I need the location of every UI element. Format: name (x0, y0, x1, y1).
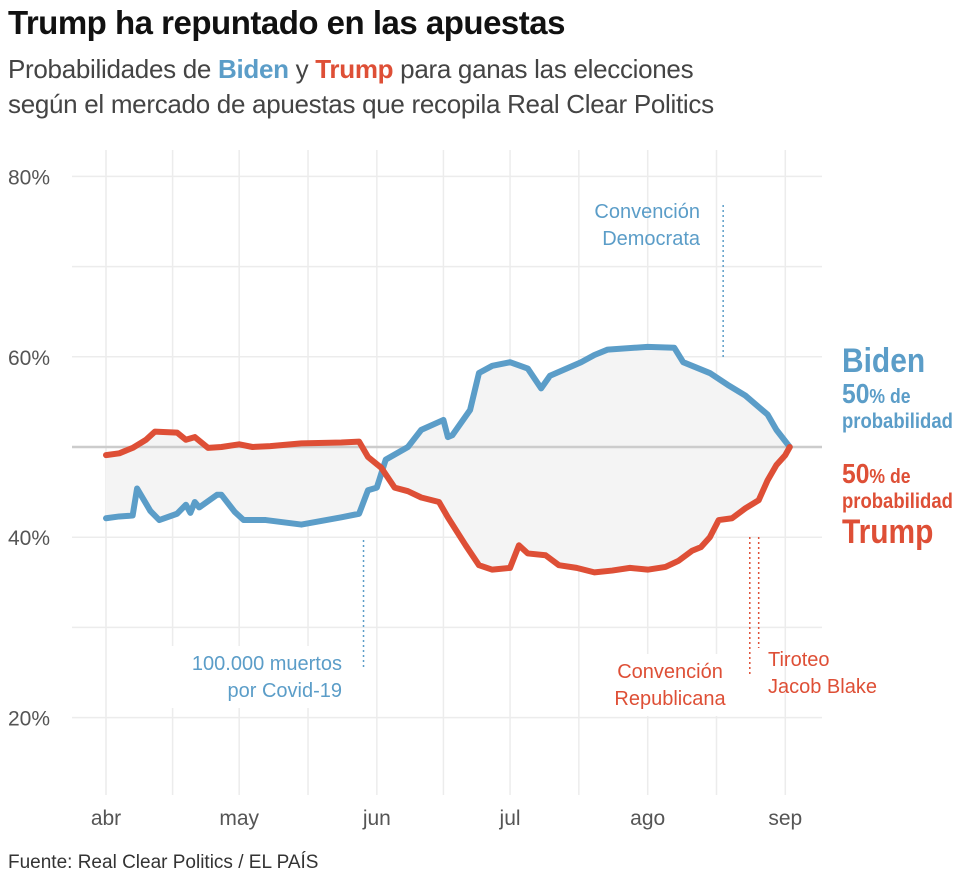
label-biden-value: 50% de (842, 380, 911, 408)
annotation-label: Convención (594, 201, 700, 223)
x-tick-label: abr (91, 807, 121, 830)
x-tick-label: may (219, 807, 259, 830)
gap-area (106, 346, 790, 573)
subtitle-text: y (288, 54, 316, 84)
y-tick-label: 20% (8, 708, 50, 731)
label-trump-name: Trump (842, 513, 934, 551)
chart-subtitle: Probabilidades de Biden y Trump para gan… (8, 52, 714, 122)
biden-value: 50 (842, 378, 870, 409)
trump-value: 50 (842, 458, 870, 489)
x-tick-label: sep (768, 807, 802, 830)
x-tick-label: ago (630, 807, 665, 830)
trump-pct: % de (869, 466, 911, 488)
subtitle-text: Probabilidades de (8, 54, 218, 84)
label-trump-value: 50% de (842, 460, 911, 488)
annotation-label: Republicana (614, 688, 726, 710)
biden-pct: % de (869, 386, 911, 408)
chart-title: Trump ha repuntado en las apuestas (8, 4, 565, 41)
label-trump-prob: probabilidad (842, 490, 953, 513)
subtitle-text: para ganas las elecciones (393, 54, 694, 84)
x-tick-label: jul (499, 807, 521, 830)
subtitle-line2: según el mercado de apuestas que recopil… (8, 89, 714, 119)
annotation-label: Democrata (602, 228, 701, 250)
annotation-label: 100.000 muertos (192, 653, 342, 675)
label-biden-name: Biden (842, 342, 926, 380)
label-biden-prob: probabilidad (842, 410, 953, 433)
x-tick-label: jun (362, 807, 391, 830)
annotation-label: Jacob Blake (768, 676, 877, 698)
subtitle-trump: Trump (315, 54, 394, 84)
y-tick-label: 80% (8, 166, 50, 189)
series-line-biden (103, 343, 793, 528)
y-tick-label: 60% (8, 347, 50, 370)
annotation-label: Tiroteo (768, 649, 830, 671)
annotation-bg (168, 646, 350, 708)
series-line-trump (103, 428, 793, 576)
source-note: Fuente: Real Clear Politics / EL PAÍS (8, 852, 319, 873)
annotation-label: Convención (617, 661, 723, 683)
annotation-label: por Covid-19 (227, 680, 342, 702)
y-tick-label: 40% (8, 527, 50, 550)
annotation-bg (598, 654, 740, 716)
subtitle-biden: Biden (217, 54, 289, 84)
